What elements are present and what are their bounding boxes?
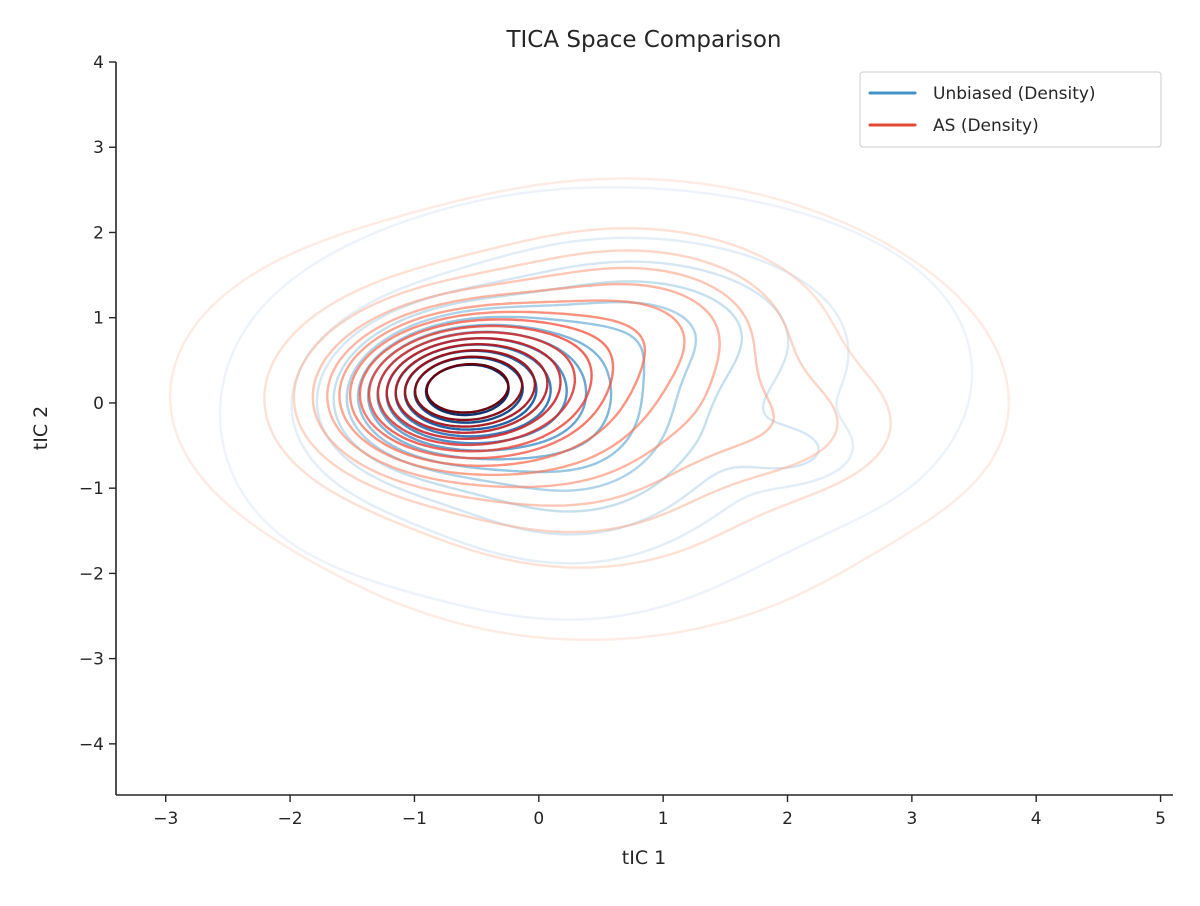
x-tick-label: 5 bbox=[1155, 809, 1166, 829]
x-tick-label: −1 bbox=[402, 809, 427, 829]
chart-title: TICA Space Comparison bbox=[505, 27, 781, 53]
as-contour-level-10 bbox=[376, 331, 577, 447]
as-contour-level-11 bbox=[385, 337, 562, 440]
y-tick-label: −1 bbox=[79, 479, 104, 499]
as-contour-level-6 bbox=[338, 299, 686, 477]
y-tick-label: 0 bbox=[93, 394, 104, 414]
y-tick-label: 2 bbox=[93, 223, 104, 243]
x-tick-label: 1 bbox=[658, 809, 669, 829]
as-contours bbox=[169, 177, 1010, 641]
as-contour-level-13 bbox=[403, 349, 537, 428]
as-contour-level-8 bbox=[358, 318, 615, 460]
x-axis-label: tIC 1 bbox=[622, 847, 666, 869]
as-contour-level-15 bbox=[425, 362, 510, 414]
y-ticks: −4 −3 −2 −1 0 1 2 3 4 bbox=[79, 53, 116, 755]
as-contour-level-1 bbox=[169, 177, 1010, 641]
legend: Unbiased (Density) AS (Density) bbox=[859, 71, 1162, 148]
unbiased-contour-level-1 bbox=[218, 186, 974, 621]
y-tick-label: −2 bbox=[79, 564, 104, 584]
y-tick-label: 1 bbox=[93, 309, 104, 329]
as-contour-level-7 bbox=[348, 310, 647, 467]
y-tick-label: 3 bbox=[93, 138, 104, 158]
x-tick-label: 2 bbox=[782, 809, 793, 829]
legend-label-unbiased: Unbiased (Density) bbox=[933, 84, 1096, 104]
y-tick-label: 4 bbox=[93, 53, 104, 73]
x-tick-label: 4 bbox=[1031, 809, 1042, 829]
as-contour-level-9 bbox=[367, 324, 593, 453]
as-contour-level-5 bbox=[326, 282, 721, 489]
x-tick-label: −3 bbox=[153, 809, 178, 829]
unbiased-contour-level-2 bbox=[290, 236, 855, 565]
as-contour-level-3 bbox=[292, 249, 839, 534]
as-contour-level-12 bbox=[394, 343, 549, 434]
x-tick-label: 0 bbox=[533, 809, 544, 829]
legend-label-as: AS (Density) bbox=[933, 116, 1039, 136]
as-contour-level-14 bbox=[413, 355, 524, 422]
y-tick-label: −4 bbox=[79, 735, 104, 755]
x-tick-label: 3 bbox=[906, 809, 917, 829]
x-tick-label: −2 bbox=[278, 809, 303, 829]
legend-box bbox=[859, 71, 1162, 148]
y-axis-label: tIC 2 bbox=[30, 406, 52, 450]
x-ticks: −3 −2 −1 0 1 2 3 4 5 bbox=[153, 795, 1166, 829]
axes bbox=[115, 62, 1173, 796]
as-contour-level-2 bbox=[263, 227, 892, 569]
as-contour-level-4 bbox=[311, 266, 775, 507]
y-tick-label: −3 bbox=[79, 650, 104, 670]
